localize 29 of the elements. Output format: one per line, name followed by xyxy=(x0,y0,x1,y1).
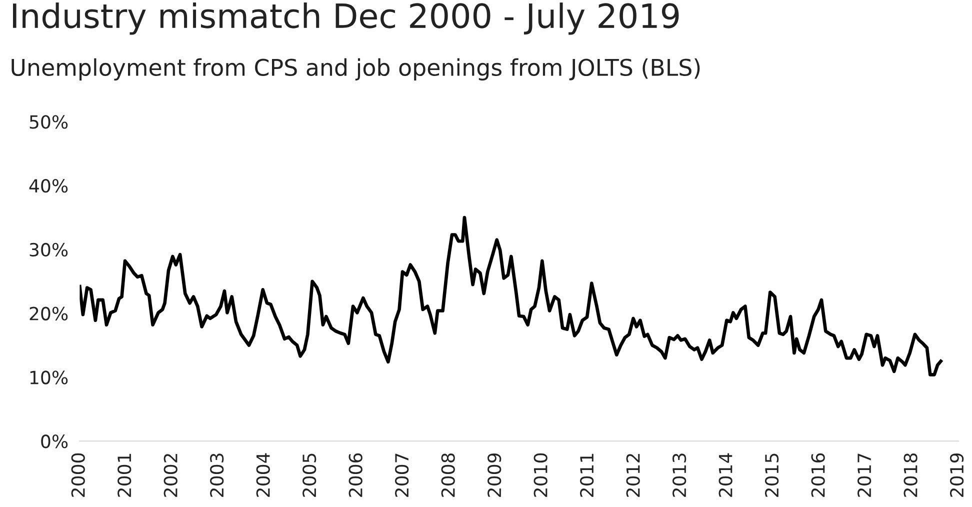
x-tick-label: 2016 xyxy=(811,453,825,497)
x-tick-label: 2001 xyxy=(118,454,132,497)
x-tick-label: 2003 xyxy=(210,454,224,497)
line-series xyxy=(80,216,942,376)
x-tick-label: 2018 xyxy=(904,453,918,497)
chart-title: Industry mismatch Dec 2000 - July 2019 xyxy=(12,2,679,35)
x-tick-label: 2015 xyxy=(764,454,779,497)
x-tick-label: 2008 xyxy=(441,453,455,497)
x-tick-label: 2017 xyxy=(857,454,872,497)
x-tick-label: 2009 xyxy=(488,453,502,497)
x-tick-label: 2014 xyxy=(718,453,732,497)
y-tick-label: 40% xyxy=(29,179,68,193)
x-tick-label: 2013 xyxy=(672,454,686,497)
x-tick-label: 2007 xyxy=(395,454,409,497)
x-tick-label: 2010 xyxy=(534,453,548,497)
x-tick-label: 2005 xyxy=(302,454,316,497)
y-tick-label: 0% xyxy=(41,434,68,448)
y-tick-label: 30% xyxy=(30,242,68,257)
y-tick-label: 10% xyxy=(30,370,68,384)
chart-subtitle: Unemployment from CPS and job openings from JOLTS (BLS) xyxy=(12,58,700,80)
x-tick-label: 2004 xyxy=(256,453,270,497)
x-tick-label: 2019 xyxy=(950,453,964,497)
y-tick-label: 20% xyxy=(30,306,68,320)
x-tick-label: 2000 xyxy=(71,453,85,497)
x-tick-label: 2006 xyxy=(348,453,362,497)
y-tick-label: 50% xyxy=(30,115,68,129)
x-tick-label: 2011 xyxy=(580,454,594,497)
x-tick-label: 2012 xyxy=(626,454,640,497)
x-tick-label: 2002 xyxy=(164,454,178,497)
